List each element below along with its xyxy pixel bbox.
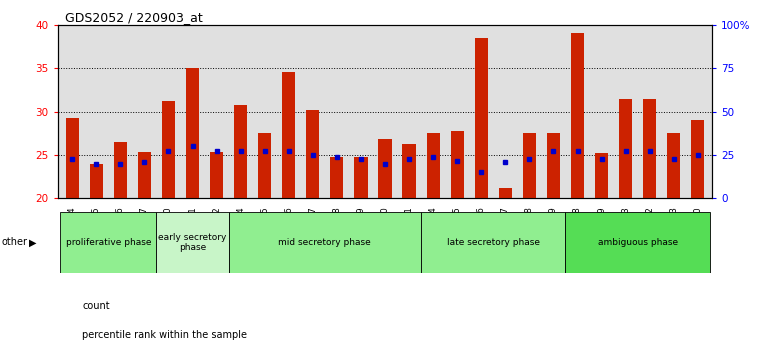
Bar bbox=[547, 133, 560, 198]
Bar bbox=[691, 120, 705, 198]
Text: other: other bbox=[2, 238, 28, 247]
Text: percentile rank within the sample: percentile rank within the sample bbox=[82, 330, 247, 340]
Text: count: count bbox=[82, 301, 110, 310]
Bar bbox=[427, 133, 440, 198]
Bar bbox=[229, 212, 421, 273]
Bar bbox=[234, 104, 247, 198]
Bar bbox=[450, 131, 464, 198]
Text: ambiguous phase: ambiguous phase bbox=[598, 238, 678, 247]
Bar bbox=[523, 133, 536, 198]
Bar bbox=[65, 118, 79, 198]
Bar bbox=[571, 33, 584, 198]
Bar bbox=[89, 164, 103, 198]
Bar bbox=[60, 212, 156, 273]
Bar bbox=[354, 156, 367, 198]
Bar bbox=[499, 188, 512, 198]
Bar bbox=[138, 152, 151, 198]
Bar bbox=[474, 38, 488, 198]
Bar bbox=[619, 98, 632, 198]
Text: GDS2052 / 220903_at: GDS2052 / 220903_at bbox=[65, 11, 203, 24]
Bar bbox=[330, 156, 343, 198]
Bar bbox=[282, 73, 296, 198]
Bar bbox=[306, 110, 320, 198]
Bar bbox=[162, 101, 175, 198]
Bar bbox=[156, 212, 229, 273]
Bar bbox=[186, 68, 199, 198]
Bar bbox=[258, 133, 271, 198]
Bar bbox=[210, 152, 223, 198]
Bar bbox=[378, 139, 392, 198]
Bar bbox=[403, 144, 416, 198]
Text: early secretory
phase: early secretory phase bbox=[159, 233, 226, 252]
Bar bbox=[565, 212, 710, 273]
Text: proliferative phase: proliferative phase bbox=[65, 238, 151, 247]
Bar bbox=[643, 98, 656, 198]
Bar bbox=[114, 142, 127, 198]
Text: ▶: ▶ bbox=[29, 238, 37, 247]
Bar bbox=[595, 153, 608, 198]
Text: late secretory phase: late secretory phase bbox=[447, 238, 540, 247]
Bar bbox=[667, 133, 681, 198]
Text: mid secretory phase: mid secretory phase bbox=[279, 238, 371, 247]
Bar bbox=[421, 212, 565, 273]
